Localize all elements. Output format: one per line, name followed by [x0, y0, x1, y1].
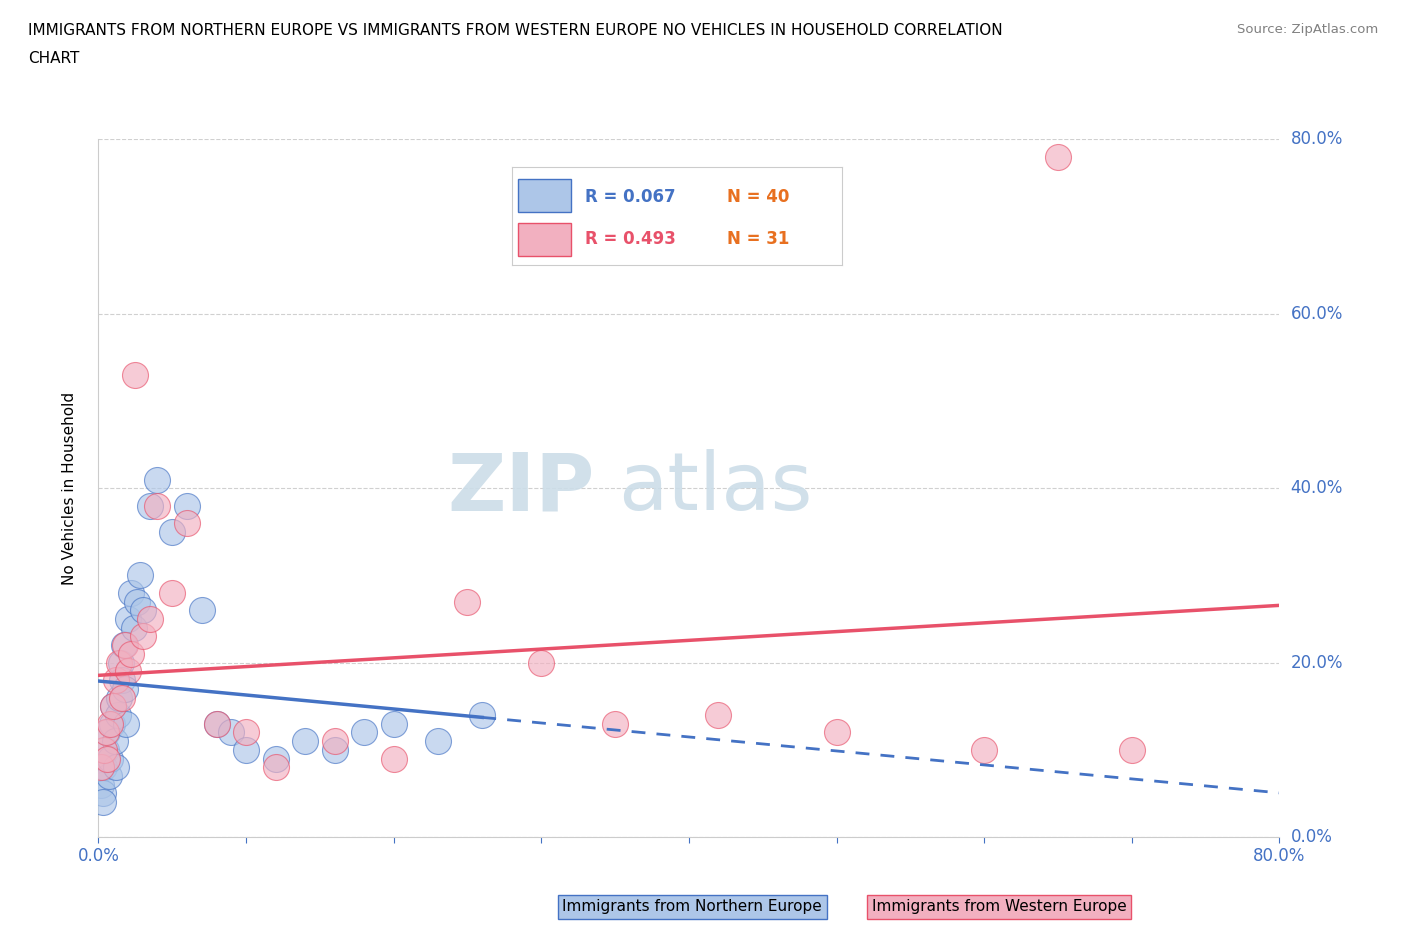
Point [117, 664, 139, 679]
Point [96, 751, 118, 766]
Text: 0.0%: 0.0% [1291, 828, 1333, 846]
Point [105, 760, 128, 775]
Point [294, 734, 316, 749]
FancyBboxPatch shape [519, 223, 571, 257]
Point [427, 734, 450, 749]
Text: atlas: atlas [619, 449, 813, 527]
Point [97, 768, 120, 783]
FancyBboxPatch shape [519, 179, 571, 212]
Point [323, 734, 346, 749]
Point [973, 742, 995, 757]
Point [323, 742, 346, 757]
Point [1121, 742, 1143, 757]
Point [605, 716, 627, 731]
Point [825, 725, 848, 740]
Point [132, 603, 155, 618]
Point [125, 594, 148, 609]
Point [707, 708, 730, 723]
Text: 60.0%: 60.0% [1291, 305, 1343, 323]
Point [96, 725, 118, 740]
Text: N = 40: N = 40 [727, 188, 789, 206]
Point [205, 716, 228, 731]
Point [90, 760, 112, 775]
Point [264, 760, 287, 775]
Point [110, 655, 132, 670]
Point [94, 725, 117, 740]
Point [103, 698, 125, 713]
Point [93, 742, 115, 757]
Text: 20.0%: 20.0% [1291, 654, 1343, 671]
Point [112, 638, 135, 653]
Point [98, 716, 121, 731]
Text: CHART: CHART [28, 51, 80, 66]
Point [382, 716, 405, 731]
Point [91, 786, 114, 801]
Point [105, 672, 128, 687]
Point [128, 568, 150, 583]
Point [90, 777, 112, 792]
Text: N = 31: N = 31 [727, 230, 789, 247]
Point [176, 498, 198, 513]
Point [91, 794, 114, 809]
Point [146, 498, 169, 513]
Text: Immigrants from Western Europe: Immigrants from Western Europe [872, 899, 1126, 914]
Point [122, 620, 145, 635]
Y-axis label: No Vehicles in Household: No Vehicles in Household [62, 392, 77, 585]
Text: 40.0%: 40.0% [1291, 479, 1343, 498]
Point [114, 682, 136, 697]
Point [139, 498, 162, 513]
Point [264, 751, 287, 766]
Point [120, 646, 142, 661]
Text: R = 0.067: R = 0.067 [585, 188, 675, 206]
Text: 80.0%: 80.0% [1291, 130, 1343, 149]
Point [111, 672, 134, 687]
Point [162, 525, 183, 539]
Point [108, 690, 131, 705]
Point [120, 586, 142, 601]
Point [107, 708, 129, 723]
Point [353, 725, 375, 740]
Point [235, 725, 257, 740]
Text: ZIP: ZIP [447, 449, 595, 527]
Point [124, 367, 146, 382]
Point [108, 655, 131, 670]
Text: R = 0.493: R = 0.493 [585, 230, 675, 247]
Point [98, 751, 121, 766]
Point [382, 751, 405, 766]
Point [471, 708, 494, 723]
Point [103, 698, 125, 713]
Text: Immigrants from Northern Europe: Immigrants from Northern Europe [562, 899, 823, 914]
Point [94, 742, 117, 757]
Point [117, 612, 139, 627]
Point [139, 612, 162, 627]
Point [219, 725, 242, 740]
Point [146, 472, 169, 487]
Point [115, 716, 138, 731]
Point [100, 716, 122, 731]
Point [235, 742, 257, 757]
Point [205, 716, 228, 731]
Text: IMMIGRANTS FROM NORTHERN EUROPE VS IMMIGRANTS FROM WESTERN EUROPE NO VEHICLES IN: IMMIGRANTS FROM NORTHERN EUROPE VS IMMIG… [28, 23, 1002, 38]
Point [530, 655, 553, 670]
Text: Source: ZipAtlas.com: Source: ZipAtlas.com [1237, 23, 1378, 36]
Point [191, 603, 214, 618]
Point [93, 760, 115, 775]
Point [111, 690, 134, 705]
Point [176, 515, 198, 530]
Point [104, 734, 127, 749]
Point [132, 629, 155, 644]
Point [114, 638, 136, 653]
Point [162, 586, 183, 601]
Point [456, 594, 478, 609]
Point [1046, 150, 1069, 165]
